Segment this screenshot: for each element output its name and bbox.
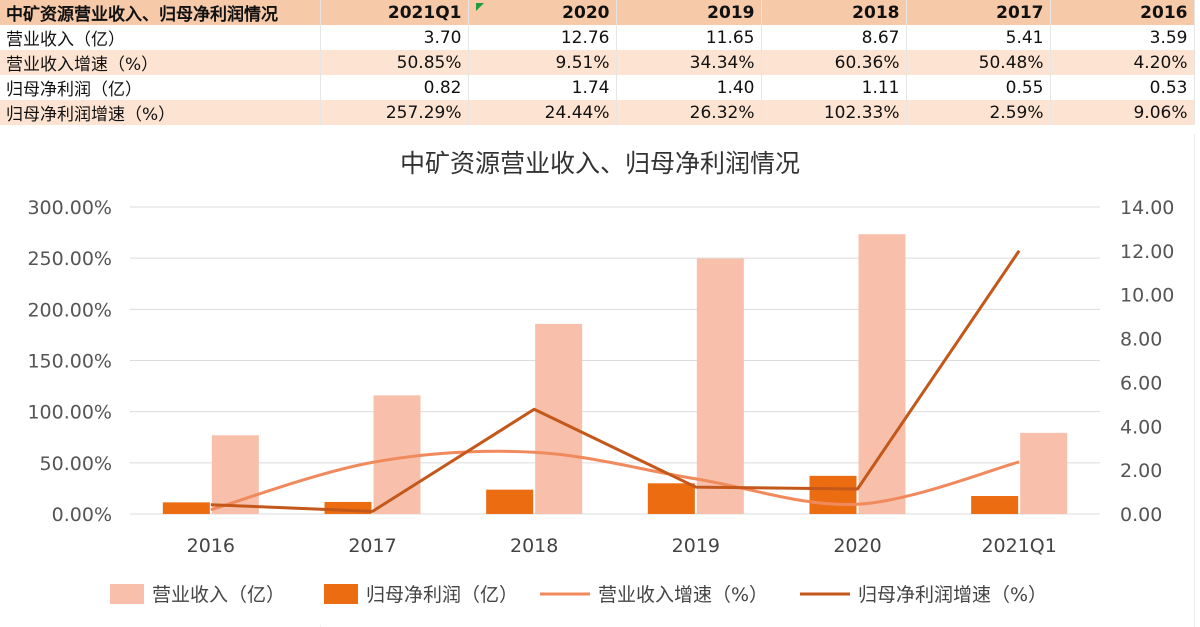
row-label-cell[interactable]: 营业收入增速（%） — [0, 50, 321, 75]
y-left-tick-label: 50.00% — [40, 453, 112, 475]
revenue-bar — [858, 234, 906, 515]
net-profit-bar — [809, 475, 857, 514]
y-right-tick-label: 12.00 — [1120, 241, 1174, 263]
table-row: 归母净利润（亿） 0.82 1.74 1.40 1.11 0.55 0.53 — [0, 75, 1195, 100]
net-profit-bar — [971, 496, 1019, 514]
y-left-tick-label: 250.00% — [27, 248, 112, 270]
table-header-cell[interactable]: 2017 — [906, 0, 1051, 25]
revenue-bar — [1020, 432, 1068, 514]
value-cell[interactable]: 12.76 — [468, 25, 617, 50]
value-cell[interactable]: 3.59 — [1050, 25, 1195, 50]
chart-title: 中矿资源营业收入、归母净利润情况 — [400, 149, 800, 178]
x-tick-label: 2020 — [833, 535, 881, 557]
value-cell[interactable]: 1.11 — [761, 75, 907, 100]
value-cell[interactable]: 0.53 — [1050, 75, 1195, 100]
revenue-bar — [696, 258, 744, 514]
y-left-tick-label: 300.00% — [27, 197, 112, 219]
row-label-cell[interactable]: 归母净利润增速（%） — [0, 100, 321, 125]
y-right-tick-label: 14.00 — [1120, 197, 1174, 219]
table-row: 归母净利润增速（%） 257.29% 24.44% 26.32% 102.33% 2.59… — [0, 100, 1195, 125]
row-label-cell[interactable]: 归母净利润（亿） — [0, 75, 321, 100]
revenue-growth-line — [210, 449, 1020, 512]
value-cell[interactable]: 102.33% — [761, 100, 907, 125]
table-header-cell[interactable]: 2019 — [616, 0, 762, 25]
y-right-tick-label: 2.00 — [1120, 460, 1162, 482]
table-row: 营业收入增速（%） 50.85% 9.51% 34.34% 60.36% 50.48% 4.… — [0, 50, 1195, 75]
net-profit-bar — [647, 483, 695, 514]
value-cell[interactable]: 60.36% — [761, 50, 907, 75]
value-cell[interactable]: 4.20% — [1050, 50, 1195, 75]
table-header-cell[interactable]: 2021Q1 — [320, 0, 469, 25]
y-left-tick-label: 0.00% — [52, 504, 112, 526]
y-right-tick-label: 4.00 — [1120, 416, 1162, 438]
table-header-cell[interactable]: 2018 — [761, 0, 907, 25]
value-cell[interactable]: 50.85% — [320, 50, 469, 75]
value-cell[interactable]: 9.51% — [468, 50, 617, 75]
x-tick-label: 2021Q1 — [981, 535, 1056, 557]
table-title-cell[interactable]: 中矿资源营业收入、归母净利润情况 — [0, 0, 321, 25]
table-header-cell[interactable]: 2020 — [468, 0, 617, 25]
chart-area — [2, 134, 1194, 625]
table-row: 营业收入（亿） 3.70 12.76 11.65 8.67 5.41 3.59 — [0, 25, 1195, 50]
x-tick-label: 2016 — [187, 535, 235, 557]
x-tick-label: 2018 — [510, 535, 558, 557]
y-right-tick-label: 8.00 — [1120, 329, 1162, 351]
row-label-cell[interactable]: 营业收入（亿） — [0, 25, 321, 50]
table-header-row: 中矿资源营业收入、归母净利润情况 2021Q1 2020 2019 2018 2017 20… — [0, 0, 1195, 25]
value-cell[interactable]: 26.32% — [616, 100, 762, 125]
revenue-bar — [535, 323, 583, 514]
value-cell[interactable]: 3.70 — [320, 25, 469, 50]
value-cell[interactable]: 50.48% — [906, 50, 1051, 75]
y-right-tick-label: 10.00 — [1120, 285, 1174, 307]
value-cell[interactable]: 0.55 — [906, 75, 1051, 100]
legend-label: 营业收入（亿） — [152, 584, 285, 606]
legend-label: 归母净利润增速（%） — [858, 584, 1047, 606]
value-cell[interactable]: 1.74 — [468, 75, 617, 100]
net-profit-bar — [162, 502, 210, 514]
data-table: 中矿资源营业收入、归母净利润情况 2021Q1 2020 2019 2018 2017 20… — [0, 0, 1195, 125]
legend-swatch — [110, 584, 144, 604]
cell-comment-flag-icon — [476, 3, 484, 11]
value-cell[interactable]: 2.59% — [906, 100, 1051, 125]
value-cell[interactable]: 0.82 — [320, 75, 469, 100]
x-tick-label: 2017 — [348, 535, 396, 557]
legend-label: 营业收入增速（%） — [598, 584, 768, 606]
y-left-tick-label: 200.00% — [27, 299, 112, 321]
value-cell[interactable]: 24.44% — [468, 100, 617, 125]
value-cell[interactable]: 8.67 — [761, 25, 907, 50]
value-cell[interactable]: 257.29% — [320, 100, 469, 125]
value-cell[interactable]: 9.06% — [1050, 100, 1195, 125]
value-cell[interactable]: 11.65 — [616, 25, 762, 50]
y-left-tick-label: 150.00% — [27, 351, 112, 373]
value-cell[interactable]: 34.34% — [616, 50, 762, 75]
x-tick-label: 2019 — [672, 535, 720, 557]
value-cell[interactable]: 5.41 — [906, 25, 1051, 50]
legend-swatch — [324, 584, 358, 604]
net-profit-growth-line — [210, 249, 1021, 513]
column-gridline — [1194, 134, 1195, 627]
net-profit-bar — [486, 489, 534, 514]
y-right-tick-label: 0.00 — [1120, 504, 1162, 526]
legend-label: 归母净利润（亿） — [366, 584, 518, 606]
y-right-tick-label: 6.00 — [1120, 372, 1162, 394]
value-cell[interactable]: 1.40 — [616, 75, 762, 100]
y-left-tick-label: 100.00% — [27, 402, 112, 424]
table-header-cell[interactable]: 2016 — [1050, 0, 1195, 25]
